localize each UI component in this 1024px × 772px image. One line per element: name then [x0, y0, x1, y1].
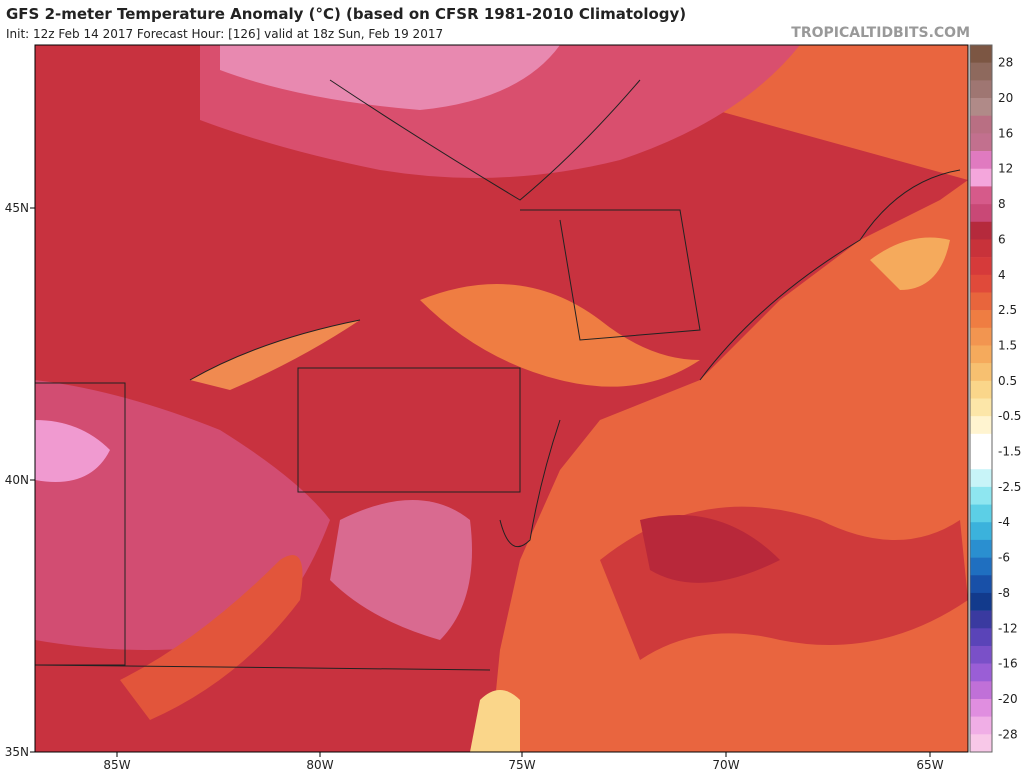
colorbar-swatch — [970, 80, 992, 99]
subtitle: Init: 12z Feb 14 2017 Forecast Hour: [12… — [6, 27, 443, 41]
colorbar-label: -0.5 — [998, 409, 1021, 423]
colorbar-swatch — [970, 204, 992, 223]
colorbar-swatch — [970, 310, 992, 329]
colorbar-swatch — [970, 575, 992, 594]
colorbar-label: 2.5 — [998, 303, 1017, 317]
site-name: TROPICALTIDBITS.COM — [791, 25, 970, 41]
colorbar-label: -12 — [998, 621, 1018, 635]
colorbar-swatch — [970, 133, 992, 152]
lon-label: 75W — [508, 758, 535, 772]
colorbar-label: 1.5 — [998, 338, 1017, 352]
colorbar-swatch — [970, 186, 992, 205]
colorbar-swatch — [970, 610, 992, 629]
colorbar-swatch — [970, 45, 992, 63]
colorbar-swatch — [970, 592, 992, 611]
colorbar-swatch — [970, 734, 992, 753]
colorbar-swatch — [970, 257, 992, 276]
colorbar-swatch — [970, 681, 992, 700]
map — [34, 44, 969, 753]
colorbar-label: 28 — [998, 56, 1013, 70]
colorbar-swatch — [970, 416, 992, 435]
lon-label: 65W — [916, 758, 943, 772]
colorbar-label: 8 — [998, 197, 1006, 211]
colorbar-swatch — [970, 398, 992, 417]
colorbar-label: -4 — [998, 515, 1010, 529]
title: GFS 2-meter Temperature Anomaly (°C) (ba… — [6, 5, 686, 23]
colorbar-label: -8 — [998, 586, 1010, 600]
colorbar-swatch — [970, 292, 992, 311]
colorbar-label: 6 — [998, 232, 1006, 246]
colorbar-swatch — [970, 345, 992, 364]
colorbar-swatch — [970, 239, 992, 258]
colorbar-swatch — [970, 363, 992, 382]
axes: 45N 40N 35N 85W 80W 75W 70W 65W — [5, 201, 944, 772]
colorbar-swatch — [970, 380, 992, 399]
colorbar-swatch — [970, 504, 992, 523]
colorbar-label: 4 — [998, 268, 1006, 282]
colorbar-swatch — [970, 62, 992, 81]
colorbar-swatch — [970, 274, 992, 293]
colorbar: 28 20 16 12 8 6 4 2.5 1.5 0.5 -0.5 -1.5 -2.5 -4 -6 -8 -1… — [969, 44, 1021, 753]
colorbar-swatch — [970, 522, 992, 541]
colorbar-swatch — [970, 151, 992, 170]
colorbar-swatch — [970, 221, 992, 240]
colorbar-swatch — [970, 557, 992, 576]
colorbar-label: -20 — [998, 692, 1018, 706]
colorbar-label: -16 — [998, 657, 1018, 671]
lat-label: 35N — [5, 745, 29, 759]
lat-label: 40N — [5, 473, 29, 487]
lon-label: 85W — [103, 758, 130, 772]
lon-label: 80W — [306, 758, 333, 772]
colorbar-swatch — [970, 327, 992, 346]
colorbar-swatch — [970, 698, 992, 717]
colorbar-swatch — [970, 115, 992, 134]
colorbar-swatch — [970, 628, 992, 647]
colorbar-swatch — [970, 716, 992, 735]
lat-label: 45N — [5, 201, 29, 215]
colorbar-swatch — [970, 645, 992, 664]
lon-label: 70W — [712, 758, 739, 772]
colorbar-label: 16 — [998, 126, 1013, 140]
colorbar-frame — [969, 44, 993, 753]
colorbar-swatch — [970, 451, 992, 470]
colorbar-label: -6 — [998, 551, 1010, 565]
colorbar-swatch — [970, 168, 992, 187]
colorbar-label: -2.5 — [998, 480, 1021, 494]
colorbar-swatch — [970, 539, 992, 558]
colorbar-label: -28 — [998, 727, 1018, 741]
colorbar-label: -1.5 — [998, 445, 1021, 459]
colorbar-swatch — [970, 98, 992, 116]
colorbar-swatch — [970, 486, 992, 505]
colorbar-label: 0.5 — [998, 374, 1017, 388]
colorbar-label: 20 — [998, 91, 1013, 105]
colorbar-swatch — [970, 663, 992, 682]
colorbar-swatch — [970, 469, 992, 488]
colorbar-swatch — [970, 433, 992, 452]
colorbar-label: 12 — [998, 162, 1013, 176]
